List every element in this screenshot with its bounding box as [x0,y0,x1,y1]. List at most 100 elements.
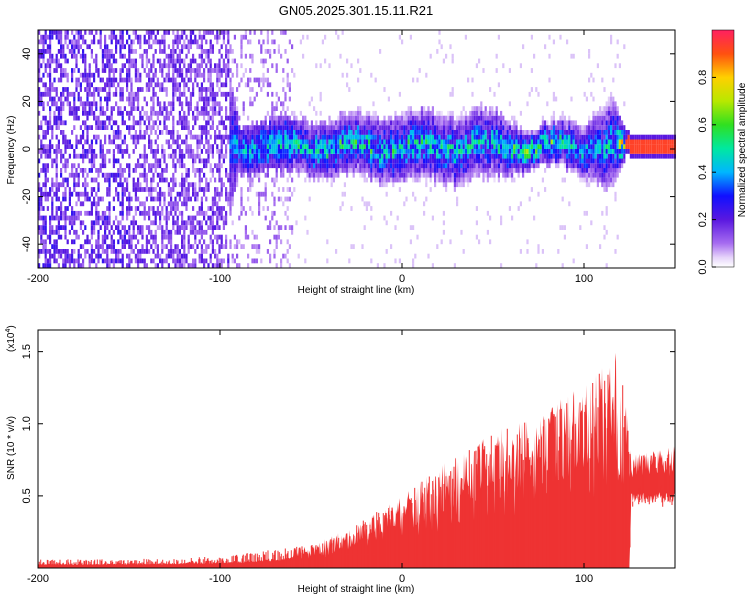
spectrogram-cell [313,106,316,111]
spectrogram-cell [178,210,181,216]
spectrogram-cell [269,53,272,59]
spectrogram-cell [390,168,393,173]
spectrogram-cell [306,120,309,126]
spectrogram-cell [502,163,505,169]
spectrogram-cell [225,130,228,135]
spectrogram-cell [412,144,415,149]
spectrogram-cell [341,30,344,35]
spectrogram-cell [143,39,146,45]
spectrogram-cell [348,168,351,173]
spectrogram-cell [192,53,195,59]
spectrogram-cell [106,244,109,249]
spectrogram-cell [486,163,489,169]
spectrogram-cell [229,49,232,54]
spectrogram-cell [456,177,459,183]
spectrogram-cell [464,149,467,154]
spectrogram-cell [75,191,78,197]
spectrogram-cell [434,163,437,169]
spectrogram-cell [552,39,555,45]
spectrogram-cell [563,130,566,135]
spectrogram-cell [500,110,503,116]
spectrogram-cell [383,163,386,169]
spectrogram-cell [346,115,349,121]
spectrogram-cell [416,77,419,83]
spectrogram-cell [121,182,124,188]
spectrogram-cell [306,34,309,40]
spectrogram-cell [225,110,228,116]
spectrogram-cell [533,53,536,59]
spectrogram-cell [126,39,129,45]
spectrogram-cell [211,210,214,216]
spectrogram-cell [238,263,241,268]
spectrogram-cell [381,172,384,178]
spectrogram-cell [495,53,498,59]
spectrogram-cell [293,158,296,164]
spectrogram-cell [222,125,225,130]
spectrogram-cell [231,91,234,97]
spectrogram-cell [449,120,452,126]
spectrogram-cell [110,39,113,45]
spectrogram-cell [372,125,375,130]
spectrogram-cell [313,172,316,178]
spectrogram-cell [308,125,311,130]
spectrogram-cell [152,187,155,192]
spectrogram-cell [53,182,56,188]
spectrogram-cell [451,177,454,183]
spectrogram-cell [38,96,41,102]
spectrogram-cell [583,130,586,135]
spectrogram-cell [288,263,291,268]
spectrogram-cell [319,134,322,140]
spectrogram-cell [211,44,214,50]
spectrogram-cell [128,91,131,97]
spectrogram-cell [304,168,307,173]
spectrogram-cell [242,72,245,78]
spectrogram-cell [354,134,357,140]
spectrogram-cell [491,115,494,121]
spectrogram-cell [170,206,173,211]
spectrogram-cell [423,125,426,130]
spectrogram-cell [495,163,498,169]
spectrogram-cell [293,144,296,149]
spectrogram-cell [119,87,122,92]
spectrogram-cell [205,258,208,264]
spectrogram-cell [176,249,179,254]
spectrogram-cell [401,163,404,169]
spectrogram-cell [396,130,399,135]
spectrogram-cell [132,215,135,221]
spectrogram-cell [227,172,230,178]
spectrogram-cell [60,110,63,116]
spectrogram-cell [321,149,324,154]
spectrogram-cell [475,220,478,226]
spectrogram-cell [423,120,426,126]
spectrogram-cell [427,172,430,178]
spectrogram-cell [198,158,201,164]
spectrogram-cell [486,153,489,159]
spectrogram-cell [381,144,384,149]
spectrogram-cell [121,168,124,173]
spectrogram-cell [97,172,100,178]
spectrogram-cell [93,34,96,40]
spectrogram-cell [42,191,45,197]
spectrogram-cell [471,91,474,97]
spectrogram-cell [227,68,230,73]
spectrogram-cell [469,149,472,154]
spectrogram-cell [326,125,329,130]
spectrogram-cell [145,125,148,130]
spectrogram-cell [106,96,109,102]
spectrogram-cell [368,201,371,207]
spectrogram-cell [449,125,452,130]
spectrogram-cell [44,244,47,249]
spectrogram-cell [46,263,49,268]
spectrogram-cell [183,187,186,192]
spectrogram-cell [381,182,384,188]
spectrogram-cell [491,110,494,116]
spectrogram-cell [156,163,159,169]
spectrogram-cell [71,210,74,216]
spectrogram-cell [495,168,498,173]
spectrogram-cell [95,101,98,107]
spectrogram-cell [203,110,206,116]
spectrogram-cell [203,130,206,135]
spectrogram-cell [238,215,241,221]
spectrogram-cell [203,263,206,268]
spectrogram-cell [101,210,104,216]
